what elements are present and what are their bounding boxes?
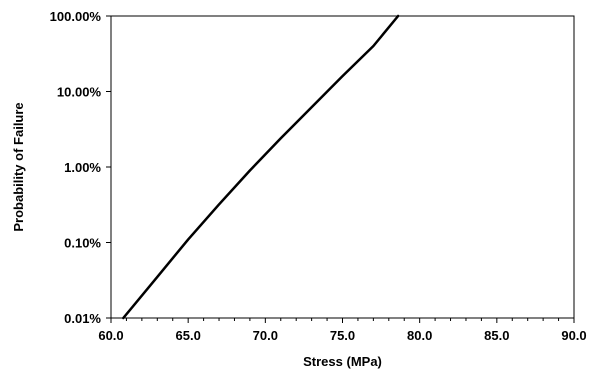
- x-tick-label: 60.0: [98, 328, 123, 343]
- x-tick-label: 70.0: [253, 328, 278, 343]
- x-tick-label: 65.0: [176, 328, 201, 343]
- y-tick-label: 1.00%: [64, 160, 101, 175]
- x-tick-label: 75.0: [330, 328, 355, 343]
- y-tick-label: 0.10%: [64, 236, 101, 251]
- y-tick-label: 0.01%: [64, 311, 101, 326]
- x-tick-label: 85.0: [484, 328, 509, 343]
- y-tick-label: 10.00%: [57, 85, 102, 100]
- series-line: [122, 14, 400, 320]
- x-axis-ticks: 60.0 65.0 70.0 75.0 80.0 85.0 90.0: [98, 318, 587, 343]
- series-layer: [122, 14, 400, 320]
- y-tick-label: 100.00%: [50, 9, 102, 24]
- x-tick-label: 90.0: [561, 328, 586, 343]
- plot-area: [110, 15, 575, 319]
- x-axis-title: Stress (MPa): [303, 354, 382, 369]
- y-axis-ticks: 0.01% 0.10% 1.00% 10.00% 100.00%: [50, 9, 111, 326]
- x-tick-label: 80.0: [407, 328, 432, 343]
- y-axis-title: Probability of Failure: [11, 102, 26, 231]
